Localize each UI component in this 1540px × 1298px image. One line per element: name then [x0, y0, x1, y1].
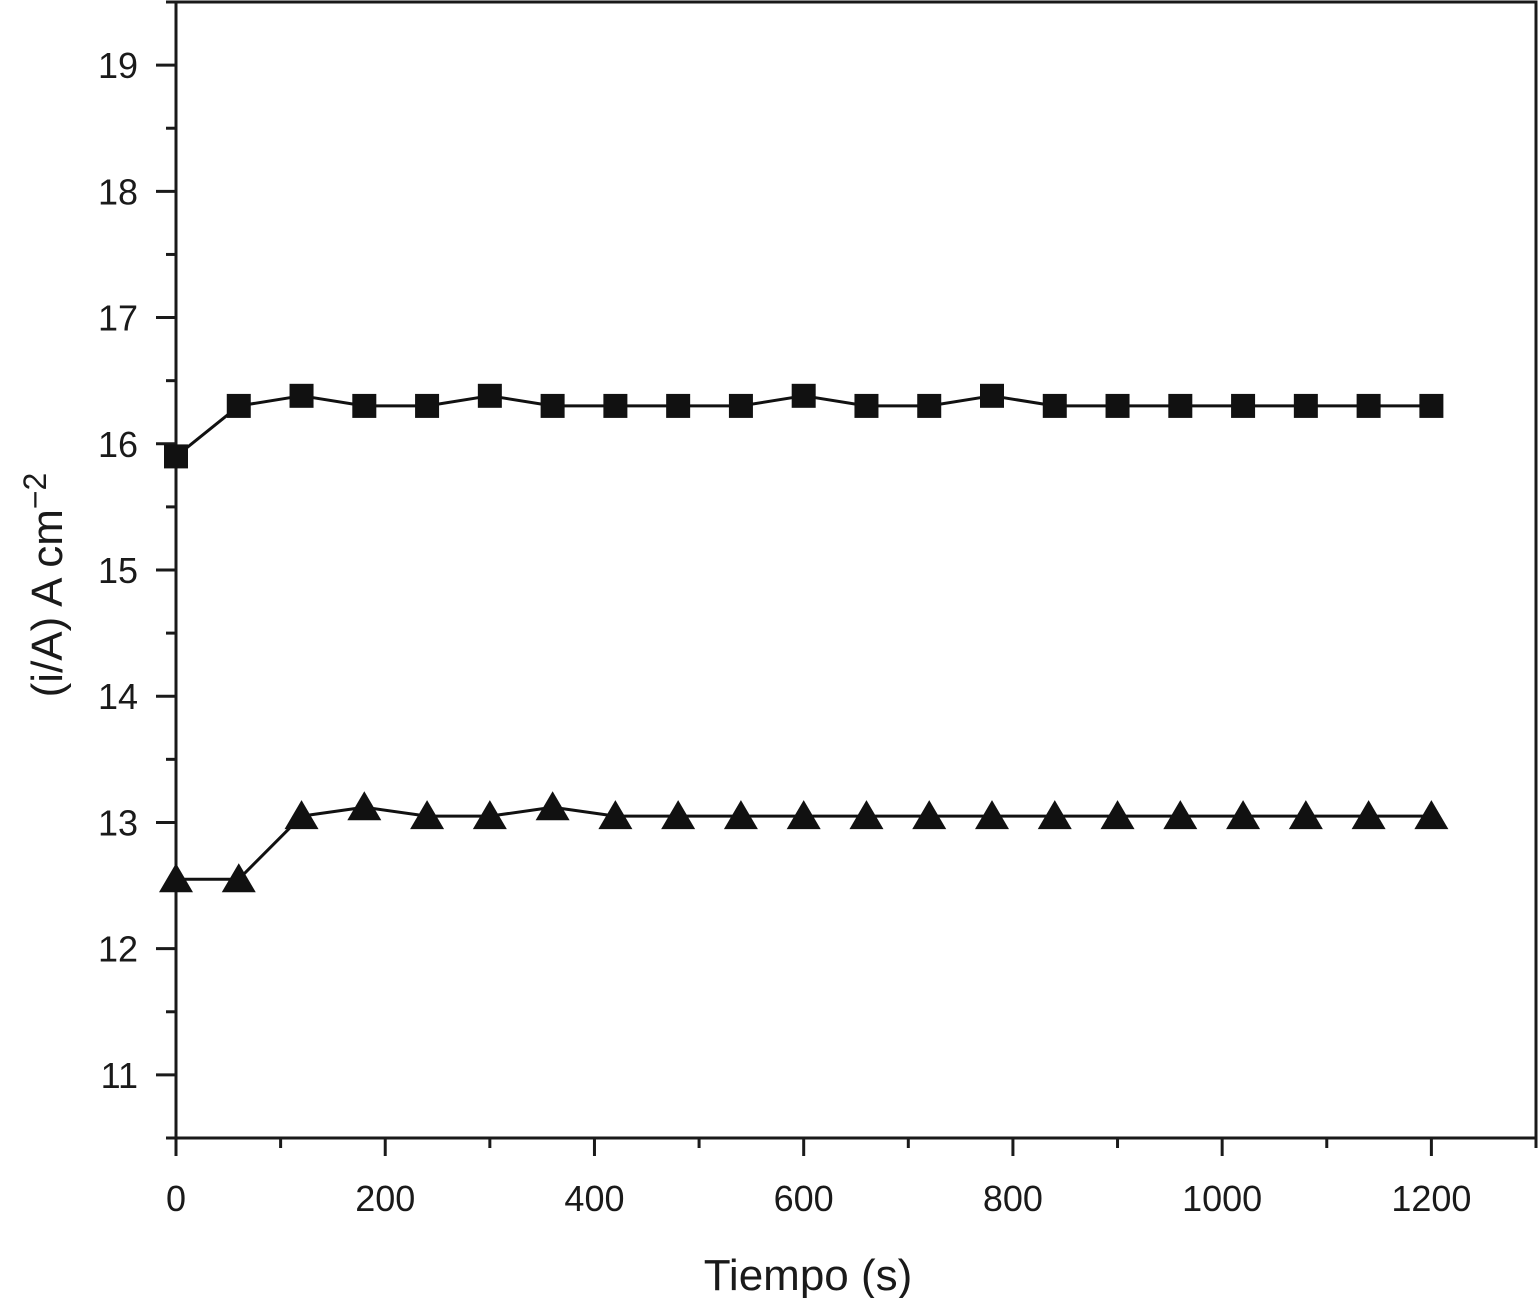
data-point-square	[728, 393, 753, 418]
data-point-square	[1168, 393, 1193, 418]
data-point-square	[164, 444, 188, 469]
data-point-triangle	[410, 800, 445, 830]
data-point-square	[415, 393, 440, 418]
y-tick-label: 15	[98, 550, 138, 591]
data-point-square	[1356, 393, 1381, 418]
data-point-triangle	[1288, 800, 1323, 830]
data-point-square	[1105, 393, 1130, 418]
data-point-triangle	[1414, 800, 1449, 830]
data-point-square	[603, 393, 628, 418]
data-point-square	[791, 383, 816, 408]
data-point-square	[854, 393, 879, 418]
data-point-square	[1293, 393, 1318, 418]
y-axis-title-superscript: −2	[17, 473, 53, 509]
y-axis-title: (i/A) A cm−2	[17, 473, 72, 698]
data-point-triangle	[912, 800, 947, 830]
series-layer	[159, 383, 1449, 893]
data-point-triangle	[1100, 800, 1135, 830]
x-tick-label: 200	[355, 1178, 415, 1219]
data-point-triangle	[661, 800, 696, 830]
data-point-triangle	[1037, 800, 1072, 830]
data-point-square	[226, 393, 251, 418]
data-point-square	[1042, 393, 1067, 418]
data-point-square	[540, 393, 565, 418]
data-point-triangle	[723, 800, 758, 830]
data-point-triangle	[347, 791, 382, 821]
x-tick-label: 0	[166, 1178, 186, 1219]
data-point-triangle	[472, 800, 507, 830]
data-point-square	[289, 383, 314, 408]
data-point-triangle	[284, 800, 319, 830]
y-tick-label: 11	[101, 1055, 138, 1096]
data-point-triangle	[221, 863, 256, 893]
x-tick-label: 400	[564, 1178, 624, 1219]
data-point-square	[477, 383, 502, 408]
y-tick-label: 13	[98, 802, 138, 843]
y-tick-label: 16	[98, 424, 138, 465]
x-tick-label: 600	[774, 1178, 834, 1219]
y-tick-label: 14	[98, 676, 138, 717]
y-tick-label: 18	[98, 171, 138, 212]
x-axis: 0 200 400 600 800 1000 1200	[166, 1138, 1538, 1219]
data-point-triangle	[1226, 800, 1261, 830]
data-point-triangle	[535, 791, 570, 821]
data-point-triangle	[598, 800, 633, 830]
y-tick-label: 19	[98, 45, 138, 86]
data-point-square	[980, 383, 1004, 408]
x-tick-label: 1000	[1182, 1178, 1262, 1219]
x-axis-title: Tiempo (s)	[704, 1251, 913, 1298]
data-point-triangle	[849, 800, 884, 830]
data-point-square	[917, 393, 942, 418]
data-point-triangle	[786, 800, 821, 830]
data-point-square	[1231, 393, 1256, 418]
data-point-triangle	[159, 863, 193, 893]
y-tick-label: 17	[98, 298, 138, 339]
data-point-square	[666, 393, 691, 418]
y-axis-title-main: (i/A) A cm	[23, 509, 72, 697]
x-tick-label: 1200	[1391, 1178, 1471, 1219]
x-tick-label: 800	[983, 1178, 1043, 1219]
y-tick-label: 12	[98, 929, 138, 970]
data-point-square	[1419, 393, 1444, 418]
plot-frame	[174, 0, 1538, 1140]
data-point-triangle	[1163, 800, 1198, 830]
data-point-triangle	[975, 800, 1009, 830]
data-point-triangle	[1351, 800, 1386, 830]
y-axis: 11 12 13 14 15 16 17 18 19	[98, 0, 176, 1140]
data-point-square	[352, 393, 377, 418]
